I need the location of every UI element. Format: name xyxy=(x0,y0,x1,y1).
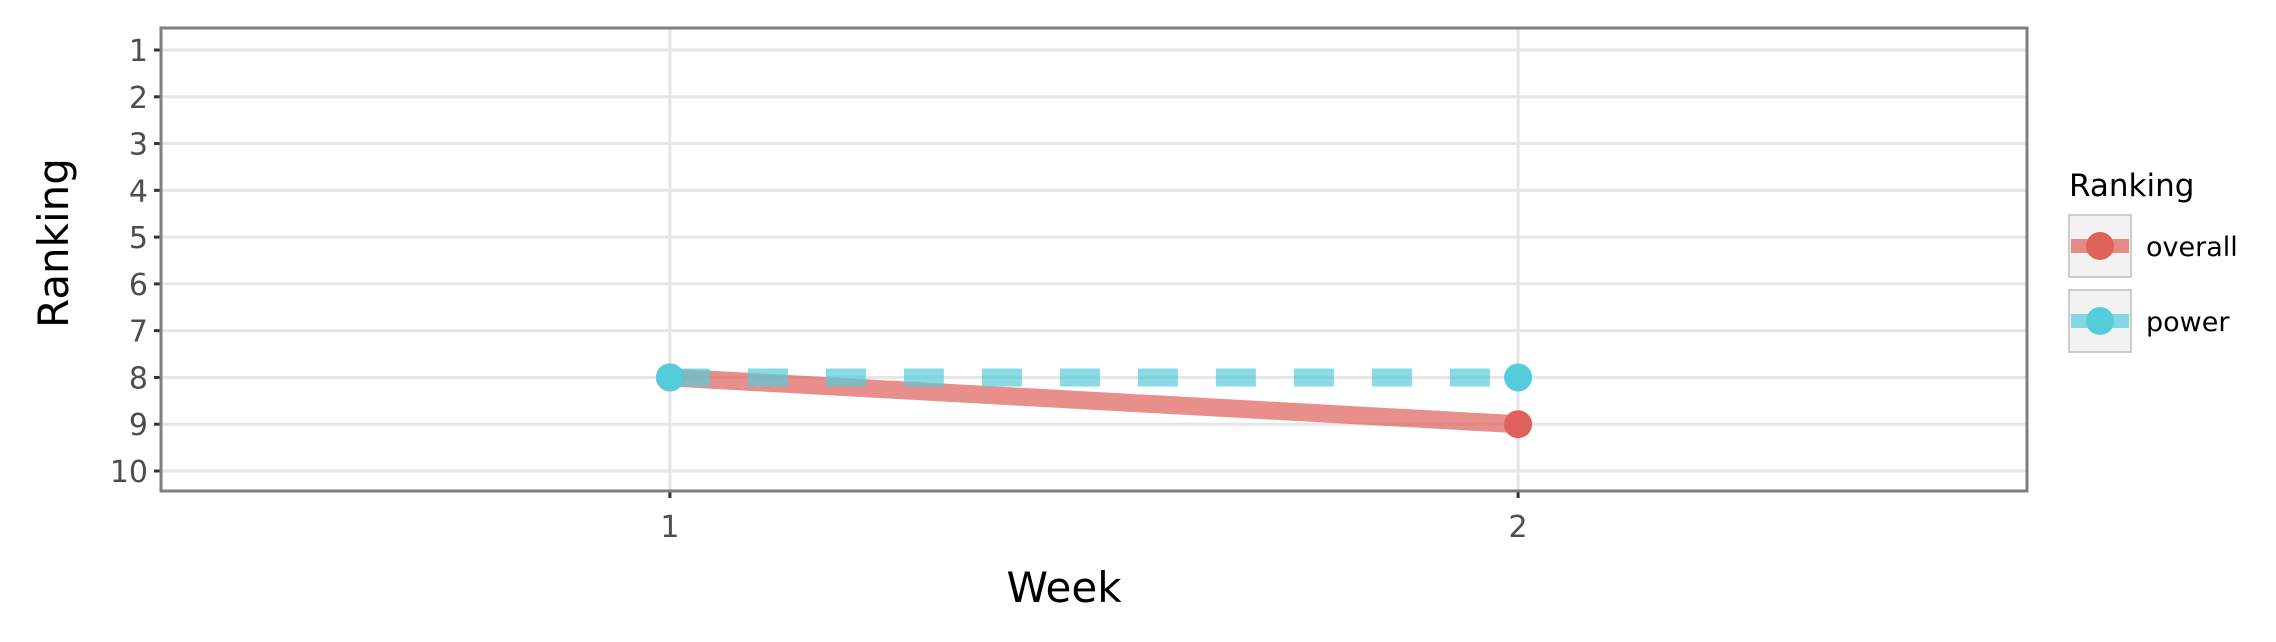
legend-key-point xyxy=(2086,232,2114,260)
legend-items: overall power xyxy=(2068,214,2238,353)
y-axis-title: Ranking xyxy=(29,158,78,328)
legend-title: Ranking xyxy=(2069,168,2194,204)
data-point-power xyxy=(1504,363,1533,392)
data-point-overall xyxy=(1504,410,1533,439)
legend: Ranking overall power xyxy=(2068,168,2238,353)
x-tick-label: 1 xyxy=(660,510,679,545)
y-tick-label: 3 xyxy=(129,128,148,163)
y-tick-label: 5 xyxy=(129,221,148,256)
y-tick-label: 8 xyxy=(129,361,148,396)
series-layer xyxy=(655,363,1533,439)
y-tick-label: 6 xyxy=(129,268,148,303)
legend-item-overall: overall xyxy=(2068,214,2238,278)
data-point-power xyxy=(655,363,684,392)
y-axis-ticks: 1 2 3 4 5 6 7 8 9 10 xyxy=(110,34,161,490)
legend-label: power xyxy=(2146,307,2230,338)
plot-panel-border xyxy=(159,26,2029,493)
series-line-overall xyxy=(669,368,1519,434)
grid-lines xyxy=(161,28,2027,491)
legend-key-point xyxy=(2086,307,2114,335)
x-tick-label: 2 xyxy=(1509,510,1528,545)
legend-item-power: power xyxy=(2068,289,2230,353)
y-tick-label: 1 xyxy=(129,34,148,69)
y-tick-label: 4 xyxy=(129,174,148,209)
y-tick-label: 10 xyxy=(110,455,148,490)
y-tick-label: 9 xyxy=(129,408,148,443)
legend-label: overall xyxy=(2146,232,2238,263)
x-axis-title: Week xyxy=(1006,563,1122,612)
y-tick-label: 2 xyxy=(129,81,148,116)
y-tick-label: 7 xyxy=(129,315,148,350)
